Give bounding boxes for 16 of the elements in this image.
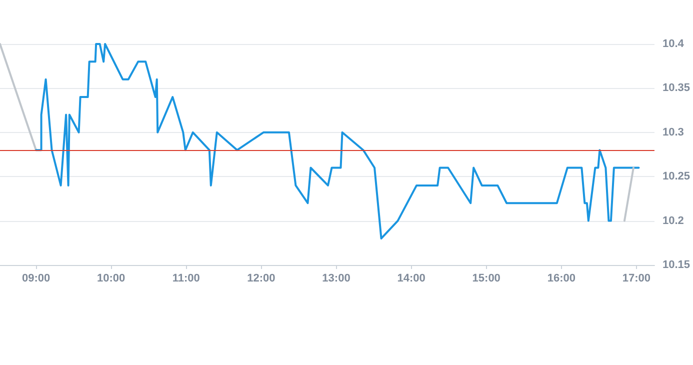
x-tick-label: 13:00: [322, 272, 350, 284]
x-tick-label: 10:00: [97, 272, 126, 284]
y-tick-label: 10.3: [662, 126, 684, 138]
y-tick-label: 10.35: [662, 82, 690, 94]
x-tick-label: 12:00: [247, 272, 276, 284]
y-tick-label: 10.25: [662, 170, 690, 183]
y-tick-label: 10.15: [662, 259, 690, 271]
y-tick-label: 10.2: [662, 214, 684, 227]
x-tick-label: 15:00: [472, 272, 500, 284]
y-tick-label: 10.4: [662, 38, 685, 50]
x-tick-label: 17:00: [622, 272, 651, 284]
x-tick-label: 16:00: [547, 272, 576, 284]
x-tick-label: 09:00: [22, 272, 50, 284]
line-series: [35, 43, 640, 240]
x-tick-label: 11:00: [172, 272, 200, 284]
x-tick-label: 14:00: [397, 272, 426, 284]
